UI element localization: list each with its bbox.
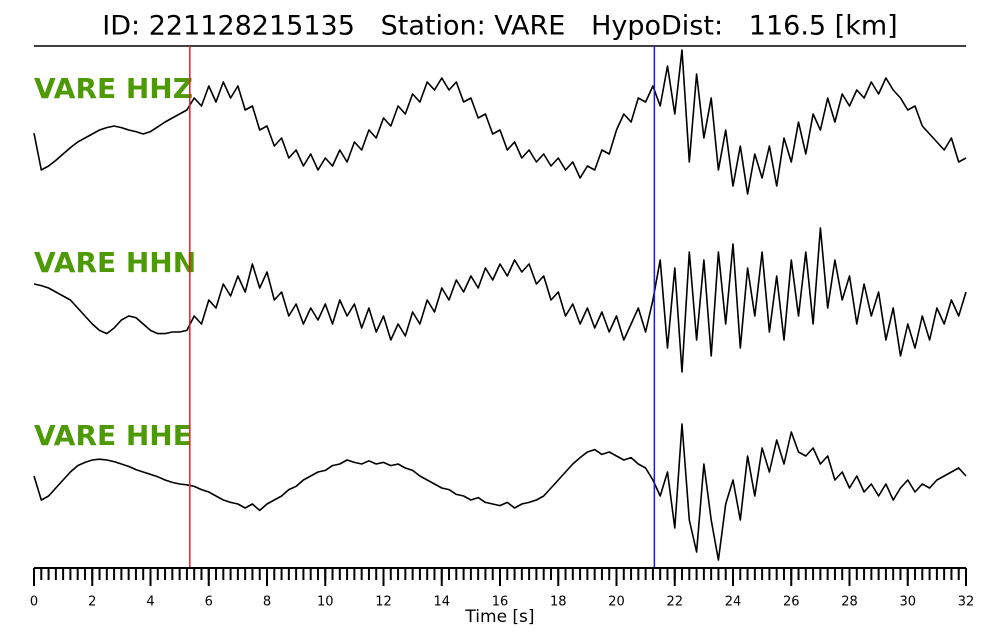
x-tick-label: 2 (88, 595, 96, 610)
trace-label: VARE HHZ (34, 72, 193, 105)
chart-title: ID: 221128215135 Station: VARE HypoDist:… (102, 11, 897, 42)
x-tick-label: 28 (841, 595, 858, 610)
x-tick-label: 10 (317, 595, 334, 610)
x-tick-label: 20 (608, 595, 625, 610)
x-axis-label: Time [s] (464, 607, 534, 627)
x-tick-label: 14 (433, 595, 450, 610)
trace-label: VARE HHN (34, 246, 196, 279)
x-tick-label: 32 (958, 595, 975, 610)
x-tick-label: 8 (263, 595, 271, 610)
x-tick-label: 0 (30, 595, 38, 610)
x-tick-label: 30 (899, 595, 916, 610)
x-tick-label: 24 (725, 595, 742, 610)
x-tick-label: 18 (550, 595, 567, 610)
x-tick-label: 22 (666, 595, 683, 610)
x-tick-label: 26 (783, 595, 800, 610)
x-tick-label: 4 (146, 595, 154, 610)
trace-label: VARE HHE (34, 419, 192, 452)
x-tick-label: 12 (375, 595, 392, 610)
x-tick-label: 6 (205, 595, 213, 610)
x-tick-label: 16 (492, 595, 509, 610)
